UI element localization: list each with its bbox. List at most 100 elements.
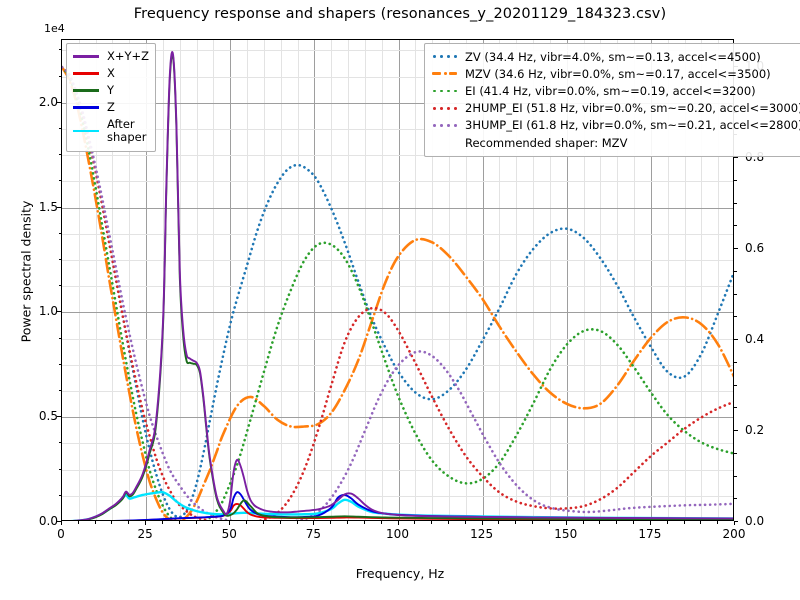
gridline-x-minor [196, 40, 198, 520]
legend-swatch-2hump_ei [431, 102, 457, 114]
x-tick-mark-minor [262, 521, 264, 524]
y-tick-label-right: 0.4 [745, 332, 765, 347]
legend-swatch-after [73, 125, 99, 137]
y-tick-mark-left [57, 311, 61, 313]
gridline-x-minor [129, 40, 131, 520]
x-tick-mark-minor [633, 521, 635, 524]
y-tick-mark-right-minor [734, 361, 737, 363]
y-tick-mark-right [734, 339, 738, 341]
x-tick-mark-minor [498, 521, 500, 524]
gridline-x-minor [247, 40, 249, 520]
gridline-x-minor [684, 40, 686, 520]
gridline-x-minor [533, 40, 535, 520]
y-tick-mark-left [57, 101, 61, 103]
legend-label: MZV (34.6 Hz, vibr=0.0%, sm~=0.17, accel… [465, 66, 771, 81]
y-tick-mark-right-minor [734, 270, 737, 272]
shaper-legend-item: ZV (34.4 Hz, vibr=4.0%, sm~=0.13, accel<… [431, 48, 800, 65]
shaper-legend-item: 3HUMP_EI (61.8 Hz, vibr=0.0%, sm~=0.21, … [431, 117, 800, 134]
x-tick-mark [229, 521, 231, 525]
x-tick-mark-minor [330, 521, 332, 524]
shaper-legend-item: 2HUMP_EI (51.8 Hz, vibr=0.0%, sm~=0.20, … [431, 100, 800, 117]
x-tick-mark-minor [347, 521, 349, 524]
legend-swatch-3hump_ei [431, 119, 457, 131]
gridline-x-minor [600, 40, 602, 520]
gridline-y-minor [62, 50, 733, 52]
gridline-x-major [314, 40, 316, 520]
x-tick-mark-minor [515, 521, 517, 524]
gridline-x-minor [667, 40, 669, 520]
y-tick-mark-left [57, 206, 61, 208]
y-tick-mark-right-minor [734, 475, 737, 477]
gridline-x-minor [415, 40, 417, 520]
x-tick-label: 125 [470, 527, 494, 541]
gridline-x-minor [516, 40, 518, 520]
x-tick-label: 0 [57, 527, 65, 541]
gridline-y-minor [62, 443, 733, 445]
x-tick-mark-minor [666, 521, 668, 524]
gridline-y-minor [62, 155, 733, 157]
x-tick-mark-minor [77, 521, 79, 524]
x-tick-mark-minor [380, 521, 382, 524]
x-tick-mark [313, 521, 315, 525]
x-tick-label: 150 [554, 527, 578, 541]
gridline-x-minor [701, 40, 703, 520]
psd-legend-item: X [73, 65, 149, 82]
y-tick-mark-left-minor [58, 285, 61, 287]
x-tick-mark-minor [464, 521, 466, 524]
y-tick-label-left: 0.5 [38, 409, 58, 424]
y-tick-mark-left-minor [58, 390, 61, 392]
y-tick-label-left: 1.0 [38, 304, 58, 319]
y-tick-mark-right [734, 521, 738, 522]
legend-swatch-mzv [431, 68, 457, 80]
series-x-y-z [72, 50, 733, 520]
legend-label: EI (41.4 Hz, vibr=0.0%, sm~=0.19, accel<… [465, 83, 756, 98]
x-tick-mark-minor [296, 521, 298, 524]
x-tick-mark-minor [431, 521, 433, 524]
y-tick-mark-right-minor [734, 407, 737, 409]
gridline-x-major [650, 40, 652, 520]
x-tick-label: 25 [137, 527, 153, 541]
x-tick-mark-minor [246, 521, 248, 524]
y-tick-mark-right [734, 430, 738, 432]
y-tick-mark-right-minor [734, 293, 737, 295]
x-tick-mark-minor [212, 521, 214, 524]
gridline-x-major [230, 40, 232, 520]
gridline-x-minor [348, 40, 350, 520]
legend-label: X [107, 66, 115, 81]
x-tick-mark [397, 521, 399, 525]
y-tick-mark-right-minor [734, 225, 737, 227]
gridline-x-major [398, 40, 400, 520]
y-tick-mark-right [734, 248, 738, 250]
y-tick-mark-right-minor [734, 498, 737, 500]
x-tick-mark-minor [582, 521, 584, 524]
y-tick-mark-left-minor [58, 494, 61, 496]
x-tick-mark-minor [195, 521, 197, 524]
legend-label: Y [107, 83, 115, 98]
series-2hump-ei [62, 65, 733, 520]
gridline-x-major [566, 40, 568, 520]
psd-legend-item: Y [73, 82, 149, 99]
gridline-x-minor [112, 40, 114, 520]
x-tick-label: 175 [638, 527, 662, 541]
x-tick-mark-minor [178, 521, 180, 524]
gridline-x-minor [331, 40, 333, 520]
y-tick-mark-left-minor [58, 232, 61, 234]
x-tick-mark-minor [683, 521, 685, 524]
gridline-x-minor [718, 40, 720, 520]
y-tick-label-right: 0.6 [745, 241, 765, 256]
gridline-x-minor [634, 40, 636, 520]
y-tick-mark-right-minor [734, 316, 737, 318]
x-tick-mark-minor [599, 521, 601, 524]
plot-curves [62, 40, 733, 520]
chart-title: Frequency response and shapers (resonanc… [133, 6, 667, 22]
gridline-y-minor [62, 364, 733, 366]
legend-swatch-ei [431, 85, 457, 97]
gridline-x-minor [213, 40, 215, 520]
gridline-x-major [146, 40, 148, 520]
psd-legend-item: X+Y+Z [73, 48, 149, 65]
y-tick-mark-left-minor [58, 442, 61, 444]
x-tick-mark-minor [111, 521, 113, 524]
gridline-y-minor [62, 260, 733, 262]
x-tick-label: 100 [386, 527, 409, 541]
gridline-y-minor [62, 338, 733, 340]
